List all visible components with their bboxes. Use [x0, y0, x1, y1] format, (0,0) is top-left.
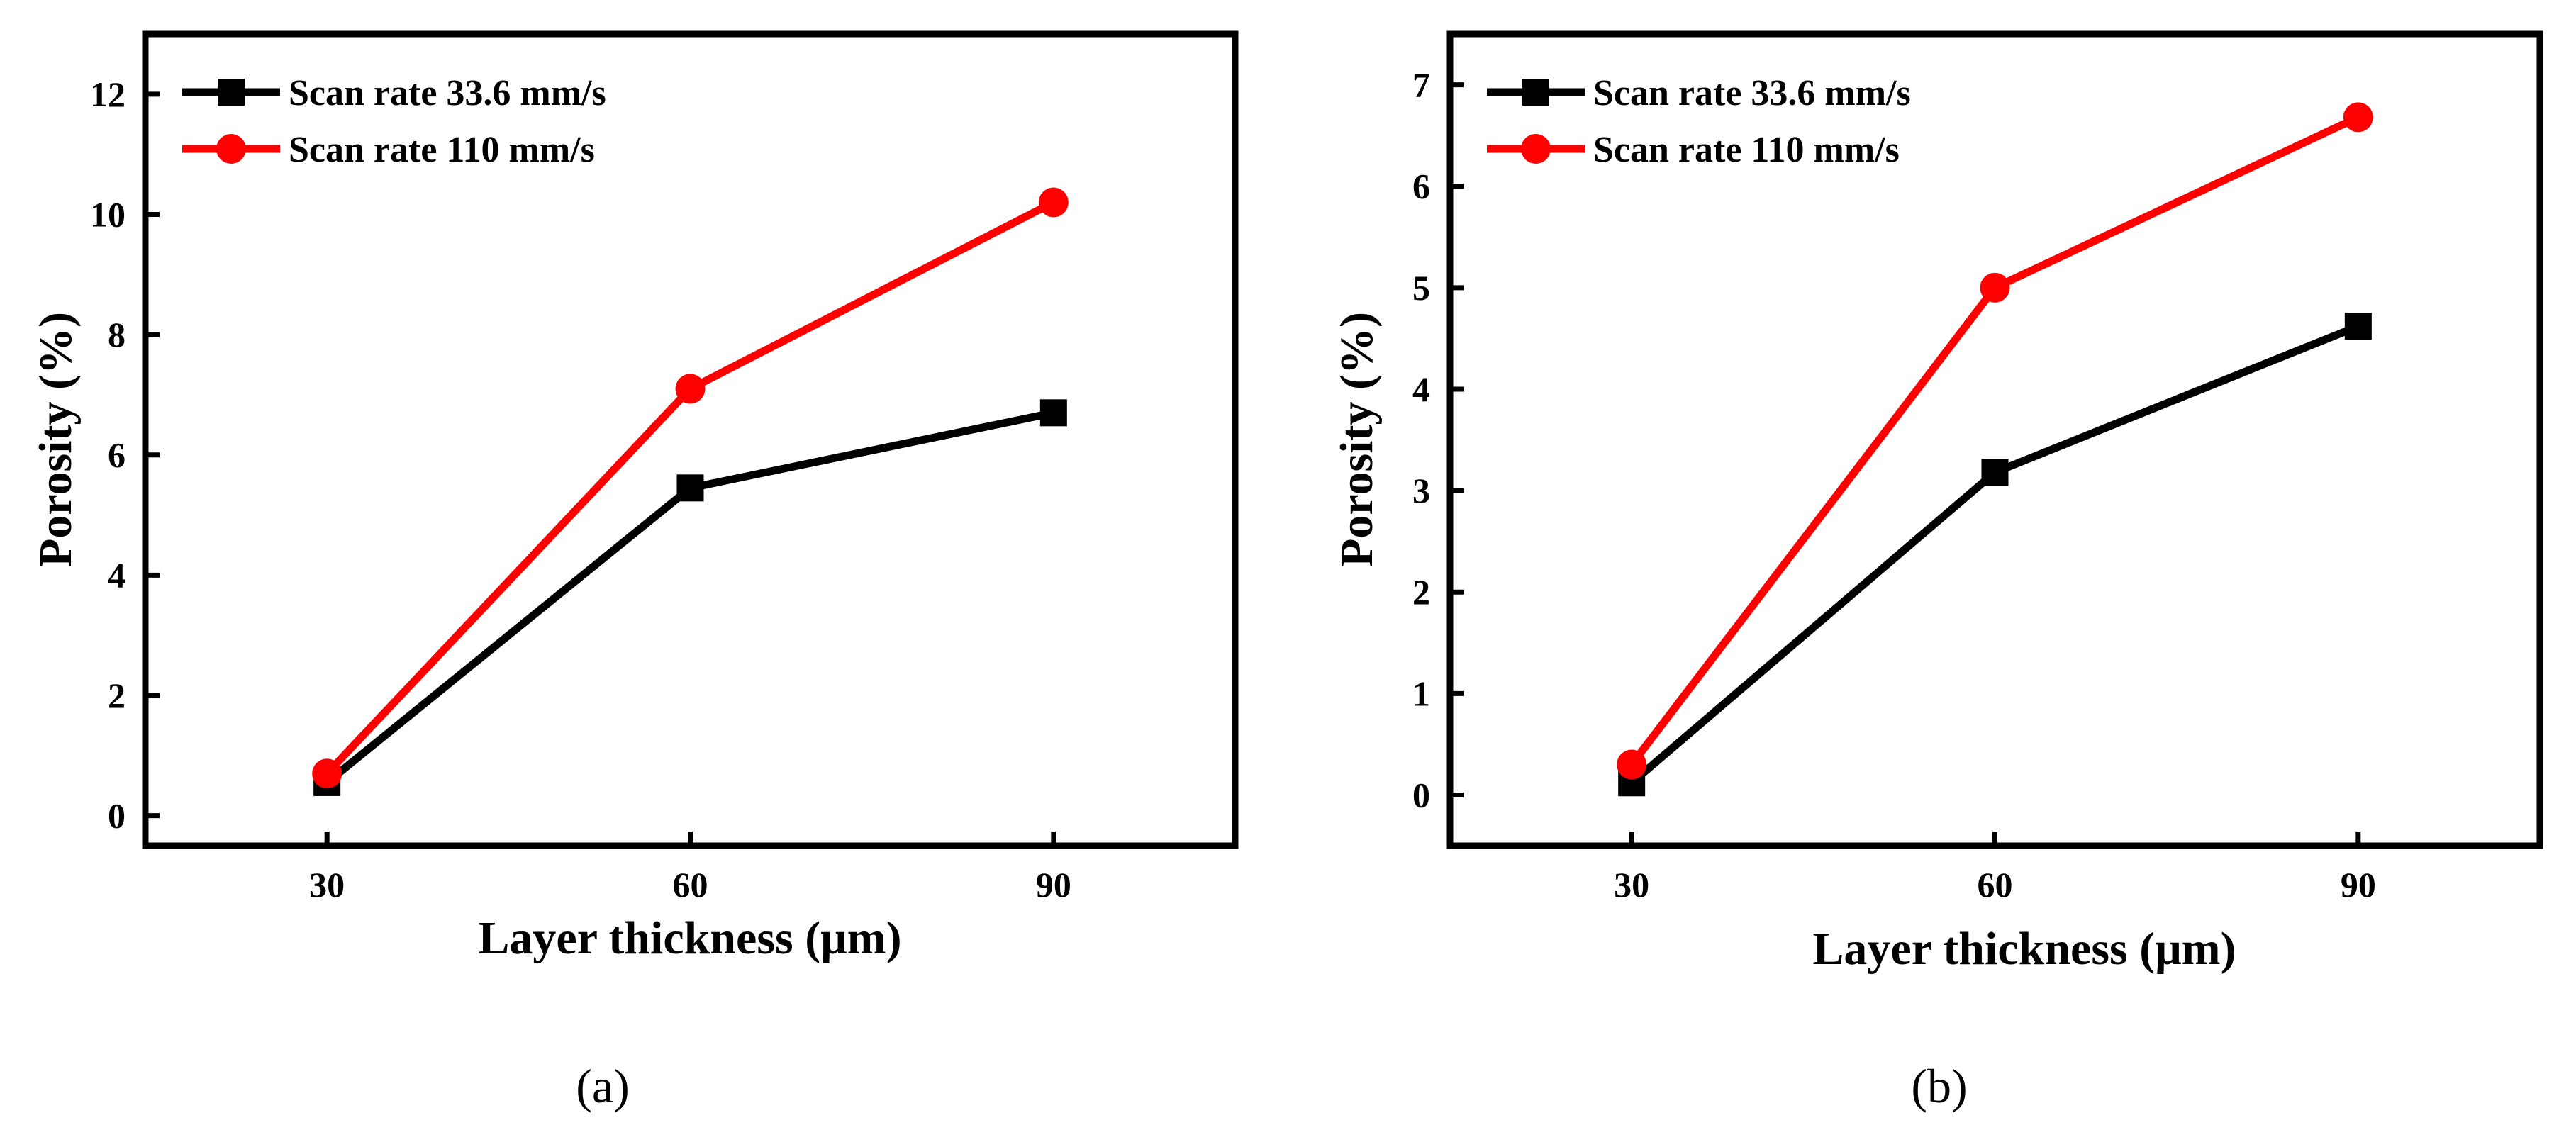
y-tick-label: 4	[108, 555, 126, 595]
x-axis-ticks: 30 60 90	[309, 832, 1071, 905]
y-tick-label: 0	[1412, 775, 1430, 814]
panel-label-a: (a)	[576, 1059, 629, 1113]
legend-marker-scan-rate-33-6	[1522, 79, 1549, 106]
data-point-scan-rate-110	[312, 758, 342, 789]
x-tick-label: 90	[1036, 865, 1071, 905]
x-tick-label: 60	[673, 865, 708, 905]
data-point-scan-rate-110	[675, 374, 706, 404]
y-axis-title: Porosity (%)	[1331, 312, 1383, 567]
x-tick-label: 60	[1978, 865, 2013, 905]
legend: Scan rate 33.6 mm/s Scan rate 110 mm/s	[1487, 73, 1911, 170]
x-tick-label: 30	[309, 865, 345, 905]
y-tick-label: 10	[90, 194, 126, 234]
legend-label-scan-rate-110: Scan rate 110 mm/s	[289, 130, 595, 170]
y-tick-label: 4	[1412, 369, 1430, 409]
y-tick-label: 7	[1412, 65, 1430, 105]
panel-label-b: (b)	[1911, 1059, 1967, 1113]
y-tick-label: 2	[1412, 572, 1430, 612]
data-point-scan-rate-33-6	[2344, 313, 2372, 340]
series-line-scan-rate-33-6	[1629, 323, 2360, 786]
data-point-scan-rate-110	[2343, 102, 2373, 133]
data-point-scan-rate-33-6	[676, 474, 704, 502]
y-axis-ticks: 0 2 4 6 8 10 12	[90, 74, 160, 836]
x-axis-ticks: 30 60 90	[1614, 832, 2376, 905]
x-tick-label: 90	[2341, 865, 2376, 905]
series-line-scan-rate-33-6	[324, 408, 1054, 786]
legend-label-scan-rate-33-6: Scan rate 33.6 mm/s	[1593, 73, 1911, 113]
x-tick-label: 30	[1614, 865, 1649, 905]
x-axis-title: Layer thickness (μm)	[1812, 923, 2236, 975]
data-point-scan-rate-33-6	[1981, 459, 2009, 486]
x-axis-title: Layer thickness (μm)	[478, 912, 901, 964]
legend-marker-scan-rate-110	[216, 134, 246, 164]
legend-label-scan-rate-110: Scan rate 110 mm/s	[1593, 130, 1900, 170]
legend-label-scan-rate-33-6: Scan rate 33.6 mm/s	[289, 73, 606, 113]
y-axis-ticks: 0 1 2 3 4 5 6 7	[1412, 65, 1464, 814]
data-point-scan-rate-33-6	[1039, 399, 1067, 427]
y-tick-label: 2	[108, 676, 126, 715]
y-tick-label: 6	[108, 435, 126, 475]
legend-marker-scan-rate-33-6	[218, 79, 245, 106]
y-tick-label: 12	[90, 74, 126, 114]
legend: Scan rate 33.6 mm/s Scan rate 110 mm/s	[182, 73, 606, 170]
series-line-scan-rate-110	[1628, 113, 2360, 767]
y-tick-label: 8	[108, 315, 126, 354]
y-tick-label: 5	[1412, 268, 1430, 308]
data-point-scan-rate-110	[1617, 749, 1647, 780]
y-tick-label: 3	[1412, 471, 1430, 510]
y-tick-label: 6	[1412, 167, 1430, 206]
legend-marker-scan-rate-110	[1521, 134, 1551, 164]
y-tick-label: 0	[108, 796, 126, 836]
y-tick-label: 1	[1412, 673, 1430, 713]
y-axis-title: Porosity (%)	[30, 312, 82, 567]
series-layer	[1617, 102, 2373, 797]
series-layer	[312, 187, 1069, 796]
data-point-scan-rate-110	[1980, 272, 2010, 303]
data-point-scan-rate-110	[1038, 187, 1069, 218]
